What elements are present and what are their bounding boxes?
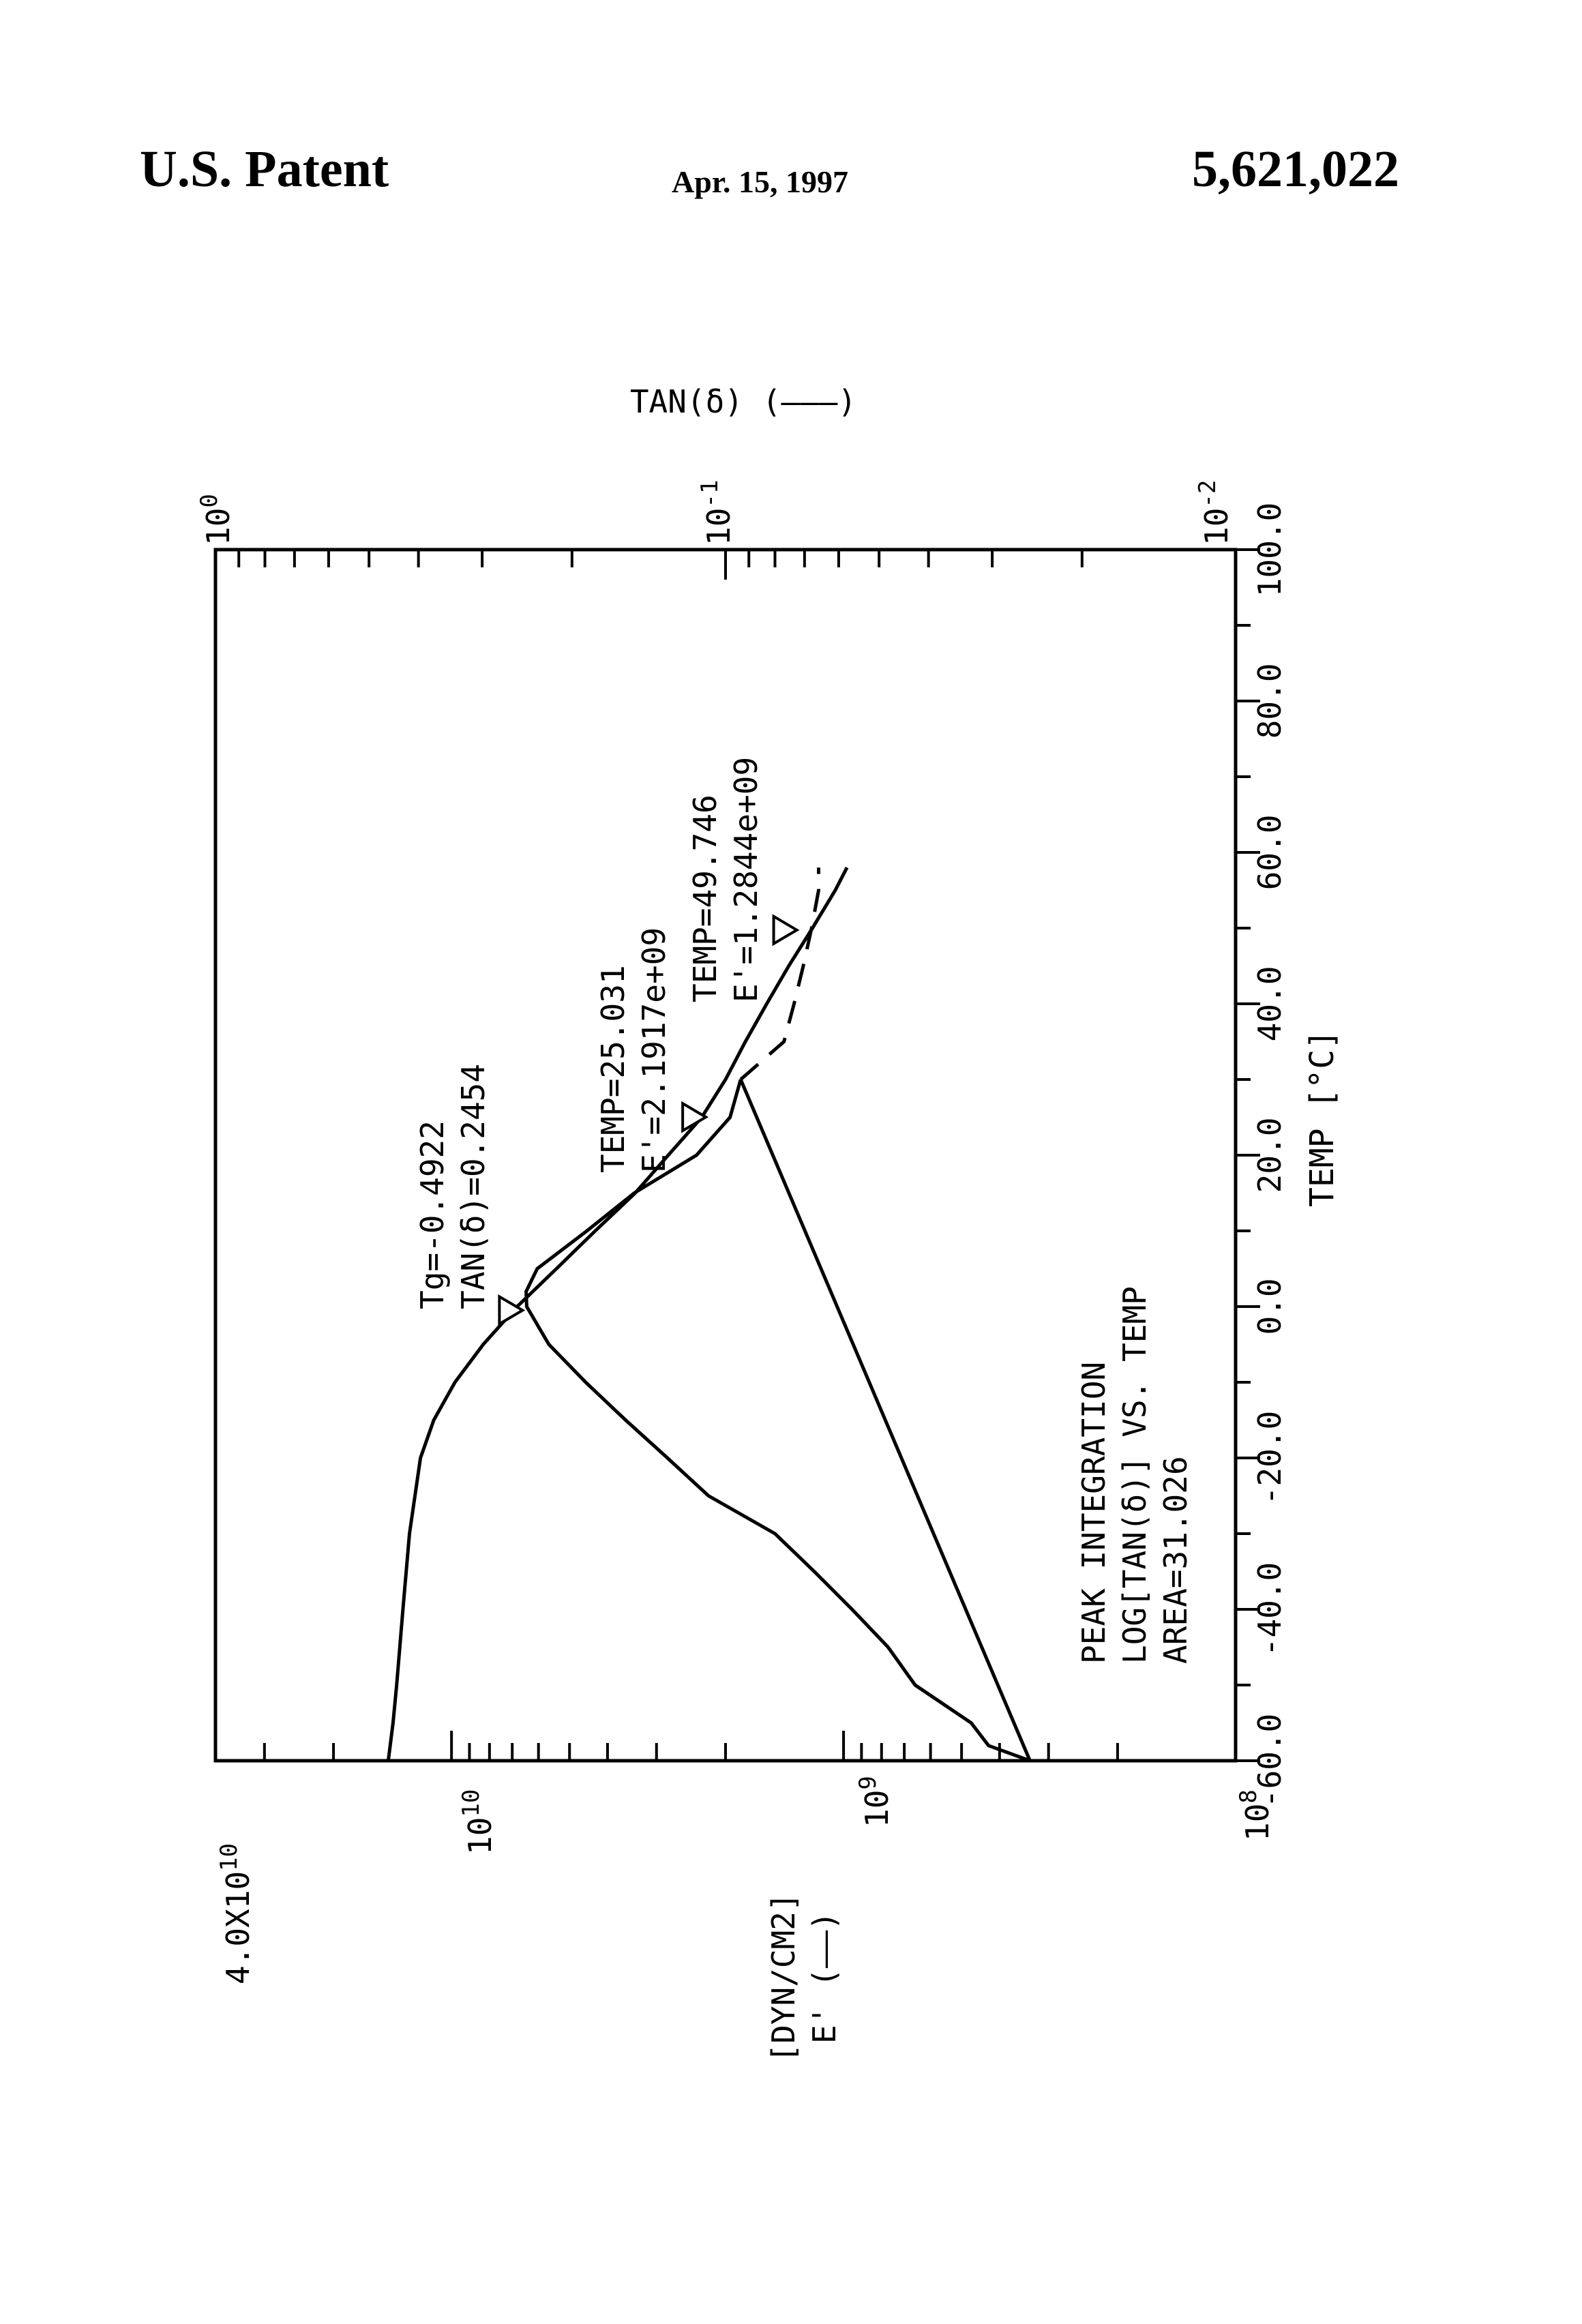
right-tick-label-1e-1: 10-1 [696, 480, 737, 546]
x-axis-label: TEMP [°C] [1303, 1030, 1341, 1207]
x-tick-label: -20.0 [1251, 1411, 1288, 1505]
annotation-peak-area: AREA=31.026 [1157, 1456, 1194, 1664]
series-tan-delta [526, 1079, 1030, 1761]
x-tick-label: 0.0 [1251, 1278, 1288, 1335]
annotation-tan: TAN(δ)=0.2454 [455, 1064, 492, 1309]
x-tick-label: 60.0 [1251, 815, 1288, 891]
left-tick-label-1e9: 109 [854, 1776, 895, 1828]
annotation-peak-title: PEAK INTEGRATION [1075, 1362, 1112, 1664]
right-axis-label: TAN(δ) (–––) [630, 383, 856, 420]
left-axis-label-line2: [DYN/CM2] [765, 1892, 802, 2062]
right-tick-label-1e-2: 10-2 [1194, 480, 1235, 546]
left-tick-label-4e10: 4.0X1010 [215, 1843, 256, 1984]
marker-triangle [774, 917, 797, 944]
marker-triangle [499, 1296, 522, 1324]
x-tick-label: 20.0 [1251, 1118, 1288, 1193]
annotation-e-50: E'=1.2844e+09 [728, 757, 764, 1002]
annotation-temp-50: TEMP=49.746 [687, 794, 723, 1002]
x-tick-labels: -60.0-40.0-20.00.020.040.060.080.0100.0 [1251, 503, 1288, 1808]
right-tick-label-1e0: 100 [196, 494, 237, 546]
x-tick-label: 100.0 [1251, 503, 1288, 597]
left-axis-label-line1: E' (——) [806, 1911, 843, 2044]
series-baseline [741, 1079, 1030, 1761]
left-tick-label-1e10: 1010 [458, 1789, 498, 1855]
annotation-peak-log: LOG[TAN(δ)] VS. TEMP [1116, 1286, 1153, 1664]
annotation-e-25: E'=2.1917e+09 [636, 927, 672, 1173]
x-tick-label: 40.0 [1251, 966, 1288, 1042]
annotation-tg: Tg=-0.4922 [414, 1120, 451, 1309]
annotation-temp-25: TEMP=25.031 [595, 965, 631, 1173]
x-tick-label: 80.0 [1251, 664, 1288, 739]
x-tick-label: -40.0 [1251, 1562, 1288, 1656]
